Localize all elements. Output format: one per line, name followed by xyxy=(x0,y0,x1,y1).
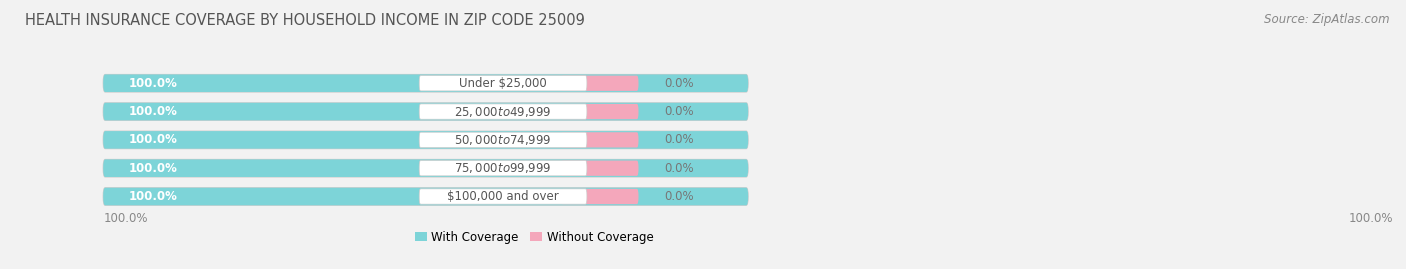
FancyBboxPatch shape xyxy=(419,76,586,91)
FancyBboxPatch shape xyxy=(103,131,748,149)
Text: HEALTH INSURANCE COVERAGE BY HOUSEHOLD INCOME IN ZIP CODE 25009: HEALTH INSURANCE COVERAGE BY HOUSEHOLD I… xyxy=(25,13,585,29)
FancyBboxPatch shape xyxy=(103,75,748,92)
Text: 0.0%: 0.0% xyxy=(664,133,695,146)
FancyBboxPatch shape xyxy=(561,161,638,176)
Text: 100.0%: 100.0% xyxy=(129,105,179,118)
Text: 100.0%: 100.0% xyxy=(103,212,148,225)
FancyBboxPatch shape xyxy=(419,132,586,147)
FancyBboxPatch shape xyxy=(561,76,638,91)
Text: Source: ZipAtlas.com: Source: ZipAtlas.com xyxy=(1264,13,1389,26)
Text: 100.0%: 100.0% xyxy=(1348,212,1393,225)
FancyBboxPatch shape xyxy=(419,104,586,119)
FancyBboxPatch shape xyxy=(103,160,748,177)
Text: Under $25,000: Under $25,000 xyxy=(460,77,547,90)
Text: 100.0%: 100.0% xyxy=(129,190,179,203)
FancyBboxPatch shape xyxy=(419,161,586,176)
Text: 0.0%: 0.0% xyxy=(664,77,695,90)
FancyBboxPatch shape xyxy=(103,188,748,205)
FancyBboxPatch shape xyxy=(103,160,748,177)
FancyBboxPatch shape xyxy=(103,131,748,149)
Legend: With Coverage, Without Coverage: With Coverage, Without Coverage xyxy=(415,231,654,244)
FancyBboxPatch shape xyxy=(103,188,748,205)
Text: $75,000 to $99,999: $75,000 to $99,999 xyxy=(454,161,551,175)
Text: 100.0%: 100.0% xyxy=(129,162,179,175)
Text: $50,000 to $74,999: $50,000 to $74,999 xyxy=(454,133,551,147)
Text: 100.0%: 100.0% xyxy=(129,77,179,90)
FancyBboxPatch shape xyxy=(561,189,638,204)
FancyBboxPatch shape xyxy=(561,104,638,119)
FancyBboxPatch shape xyxy=(561,132,638,147)
FancyBboxPatch shape xyxy=(103,75,748,92)
FancyBboxPatch shape xyxy=(419,189,586,204)
Text: 0.0%: 0.0% xyxy=(664,190,695,203)
FancyBboxPatch shape xyxy=(103,103,748,120)
FancyBboxPatch shape xyxy=(103,103,748,120)
Text: 0.0%: 0.0% xyxy=(664,162,695,175)
Text: 0.0%: 0.0% xyxy=(664,105,695,118)
Text: 100.0%: 100.0% xyxy=(129,133,179,146)
Text: $100,000 and over: $100,000 and over xyxy=(447,190,560,203)
Text: $25,000 to $49,999: $25,000 to $49,999 xyxy=(454,105,551,119)
